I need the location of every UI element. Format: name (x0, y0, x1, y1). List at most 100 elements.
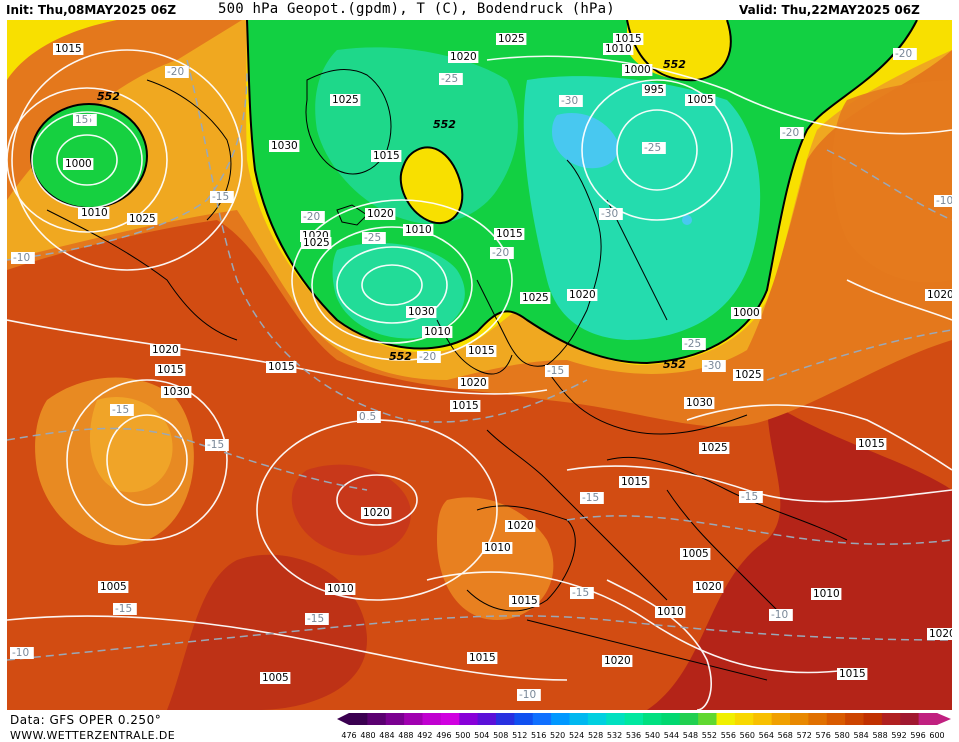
pressure-label-box (448, 51, 479, 63)
pressure-label-text: 1015 (268, 361, 295, 373)
colorbar-swatch (679, 713, 699, 725)
colorbar-tick-label: 588 (872, 731, 887, 740)
pressure-label-box (837, 668, 868, 680)
pressure-label: 1015 (266, 361, 297, 373)
pressure-label-text: 1005 (100, 581, 127, 593)
pressure-label-box (699, 442, 730, 454)
temp-label-text: -15 (582, 492, 599, 504)
pressure-label-box (466, 345, 497, 357)
colorbar-swatch (349, 713, 368, 725)
pressure-label-box (458, 377, 489, 389)
pressure-label-box (301, 237, 332, 249)
pressure-label: 1015 (467, 652, 498, 664)
pressure-label-box (155, 364, 186, 376)
temp-label-text: -10 (519, 689, 536, 701)
temp-label-box (10, 647, 34, 659)
temp-label: -20 (417, 351, 441, 363)
colorbar-tick-label: 488 (398, 731, 413, 740)
temp-label: -10 (11, 252, 35, 264)
pressure-label-text: 1025 (522, 292, 549, 304)
chart-title: 500 hPa Geopot.(gpdm), T (C), Bodendruck… (218, 1, 615, 17)
temp-label-text: -15 (112, 404, 129, 416)
pressure-label: 1010 (603, 43, 634, 55)
pressure-label-text: 1015 (858, 438, 885, 450)
temp-label-box (362, 232, 386, 244)
pressure-label: 1025 (330, 94, 361, 106)
height-label-text: 552 (97, 90, 120, 103)
pressure-label-box (496, 33, 527, 45)
colorbar-tick-label: 556 (721, 731, 736, 740)
pressure-label: 1020 (150, 344, 181, 356)
colorbar-tick-label: 580 (835, 731, 850, 740)
temp-label-box (357, 411, 368, 423)
colorbar-tick-label: 480 (360, 731, 375, 740)
temp-label: -20 (165, 66, 189, 78)
pressure-label-box (505, 520, 536, 532)
pressure-label-box (482, 542, 513, 554)
pressure-label: 1025 (301, 237, 332, 249)
pressure-label: 1020 (365, 208, 396, 220)
temp-label-box (739, 491, 763, 503)
pressure-label-box (269, 140, 300, 152)
colorbar-swatch (532, 713, 552, 725)
pressure-label-box (450, 400, 481, 412)
isotherms (7, 59, 952, 661)
colorbar-tick-label: 576 (816, 731, 831, 740)
colorbar-swatch (845, 713, 864, 725)
pressure-label: 1010 (403, 224, 434, 236)
pressure-label: 1025 (699, 442, 730, 454)
pressure-label-box (422, 326, 453, 338)
colorbar-tick-label: 564 (759, 731, 774, 740)
temp-label-box (934, 195, 952, 207)
temp-label: -10 (10, 647, 34, 659)
pressure-label: 1010 (482, 542, 513, 554)
pressure-label-box (371, 150, 402, 162)
temp-label-text: 15 (75, 114, 88, 126)
data-source-label: Data: GFS OPER 0.250° (10, 713, 162, 727)
temp-label-text: -10 (13, 252, 30, 264)
pressure-label: 1010 (79, 207, 110, 219)
temp-label: -10 (934, 195, 952, 207)
label-layer: 1015 1025 1015 1020 1010 1000 995 1005 1000 1025 1… (10, 33, 952, 701)
pressure-label-text: 1015 (157, 364, 184, 376)
temp-label-box (517, 689, 541, 701)
temp-label: -15 (113, 603, 137, 615)
pressure-label: 1010 (811, 588, 842, 600)
pressure-label: 1010 (655, 606, 686, 618)
temp-label-text: -30 (561, 95, 578, 107)
pressure-label-text: 1030 (686, 397, 713, 409)
pressure-label-text: 1015 (469, 652, 496, 664)
cyan-spot (682, 215, 692, 225)
pressure-label: 1015 (856, 438, 887, 450)
pressure-label-box (509, 595, 540, 607)
pressure-label-text: 1025 (701, 442, 728, 454)
colorbar-swatch (643, 713, 662, 725)
pressure-label-text: 1025 (498, 33, 525, 45)
colorbar-tick-label: 492 (417, 731, 432, 740)
pressure-label-text: 1025 (129, 213, 156, 225)
colorbar-tick-label: 540 (645, 731, 660, 740)
pressure-label-box (520, 292, 551, 304)
temp-label-box (559, 95, 583, 107)
height-label-text: 552 (663, 58, 686, 71)
pressure-label-text: 1015 (55, 43, 82, 55)
pressure-label-box (693, 581, 724, 593)
temp-label-text: -20 (303, 211, 320, 223)
temp-label-box (545, 365, 569, 377)
temp-label-text: -15 (547, 365, 564, 377)
pressure-label-text: 1010 (424, 326, 451, 338)
pressure-label-text: 1010 (81, 207, 108, 219)
pressure-label: 1000 (731, 307, 762, 319)
pressure-label: 1020 (567, 289, 598, 301)
temp-label-box (110, 404, 134, 416)
temp-label-box (417, 351, 441, 363)
colorbar-tick-label: 532 (607, 731, 622, 740)
temp-label-text: -10 (12, 647, 29, 659)
pressure-label: 1000 (63, 158, 94, 170)
pressure-label-box (684, 397, 715, 409)
pressure-label-box (98, 581, 129, 593)
colorbar-swatch (826, 713, 846, 725)
temp-label-text: -15 (741, 491, 758, 503)
pressure-label: 1020 (361, 507, 392, 519)
temp-label: -15 (110, 404, 134, 416)
